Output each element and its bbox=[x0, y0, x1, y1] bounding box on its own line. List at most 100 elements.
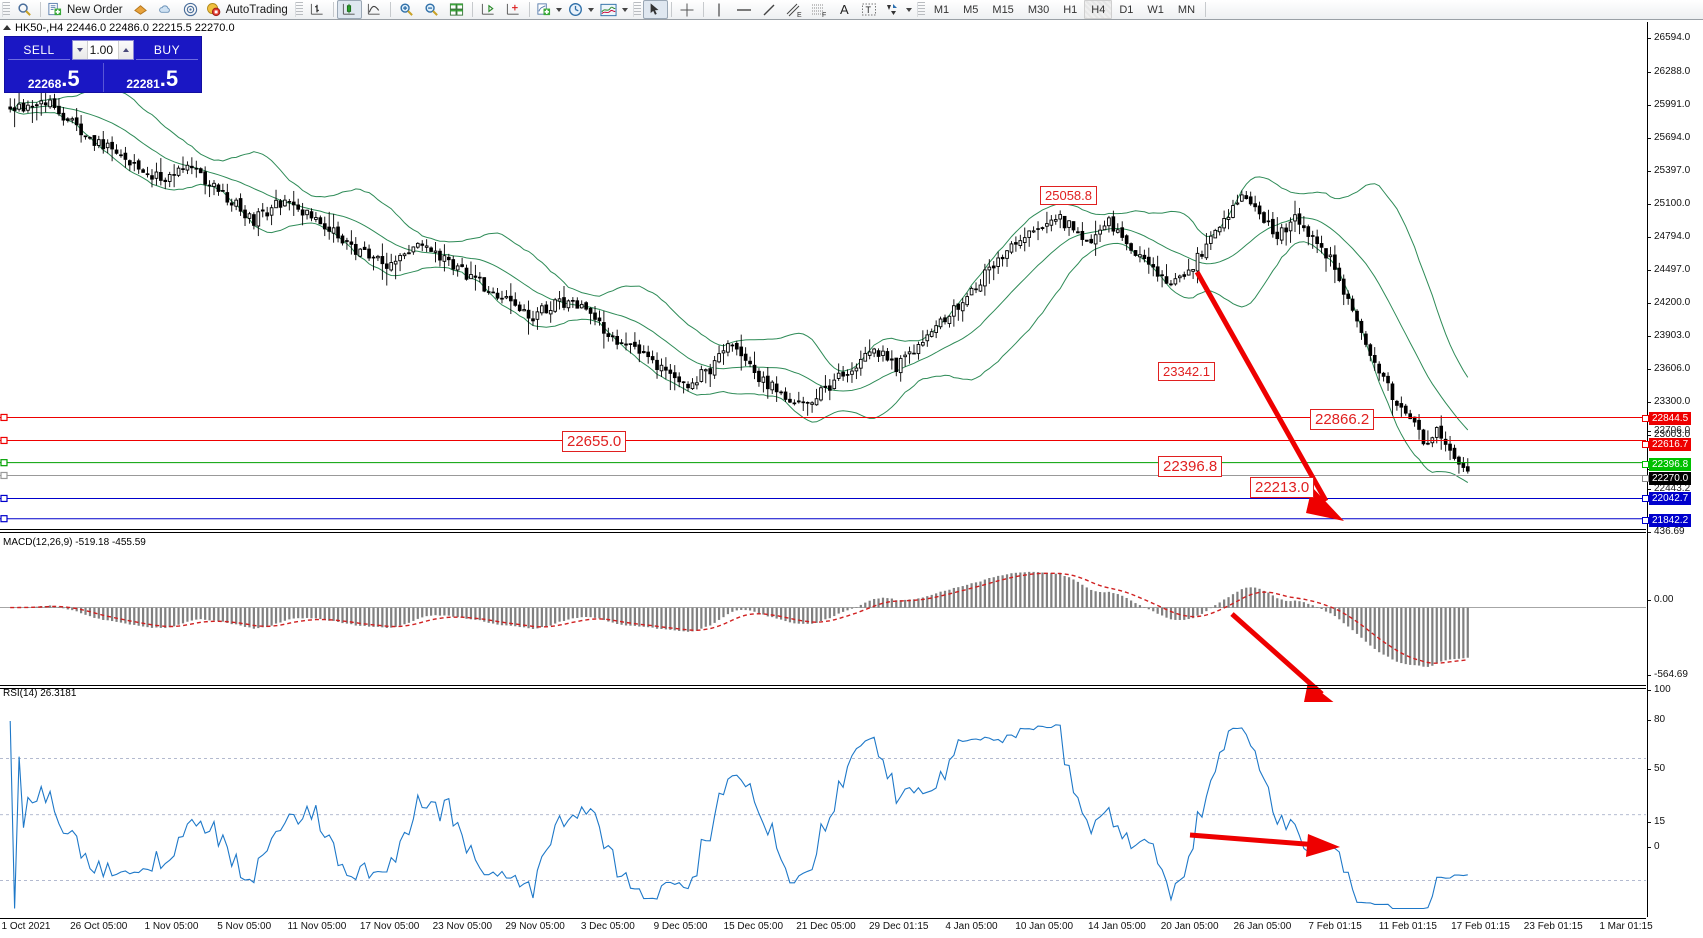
price-level-label[interactable]: 22844.5 bbox=[1649, 412, 1692, 425]
buy-price[interactable]: 22281.5 bbox=[104, 63, 202, 92]
zoom-out-icon-button[interactable] bbox=[419, 0, 444, 19]
rsi-tick: 80 bbox=[1648, 714, 1665, 725]
bar-chart-icon-button[interactable] bbox=[305, 0, 330, 19]
crosshair-tool-button[interactable] bbox=[675, 0, 700, 19]
price-tick: 26288.0 bbox=[1648, 66, 1690, 77]
chart-area[interactable]: MACD(12,26,9) -519.18 -455.59 RSI(14) 26… bbox=[0, 22, 1703, 917]
price-level-label[interactable]: 22616.7 bbox=[1649, 438, 1692, 451]
time-tick: 21 Dec 05:00 bbox=[796, 921, 856, 932]
timeframe-m5-button[interactable]: M5 bbox=[963, 3, 979, 16]
price-tick: 24200.0 bbox=[1648, 297, 1690, 308]
rsi-indicator-label: RSI(14) 26.3181 bbox=[3, 688, 77, 699]
time-tick: 1 Oct 2021 bbox=[1, 921, 51, 932]
time-tick: 26 Jan 05:00 bbox=[1233, 921, 1292, 932]
timeframe-m15-button[interactable]: M15 bbox=[992, 3, 1014, 16]
toolbar-grip[interactable] bbox=[2, 2, 10, 17]
svg-text:E: E bbox=[797, 12, 802, 18]
arrows-tool-button[interactable] bbox=[882, 0, 915, 19]
templates-button[interactable] bbox=[597, 0, 631, 19]
strategy-tester-icon-button[interactable] bbox=[128, 0, 153, 19]
price-annotation[interactable]: 22396.8 bbox=[1158, 456, 1223, 477]
horizontal-line-tool-button[interactable] bbox=[732, 0, 757, 19]
equidistant-channel-tool-button[interactable]: E bbox=[782, 0, 807, 19]
timeframe-m1-button[interactable]: M1 bbox=[933, 3, 950, 16]
time-scale[interactable]: 1 Oct 2021 26 Oct 05:00 1 Nov 05:00 5 Nov 0… bbox=[0, 918, 1653, 938]
timeframe-h1-button[interactable]: H1 bbox=[1063, 3, 1078, 16]
price-level-label[interactable]: 22396.8 bbox=[1649, 458, 1692, 471]
volume-input[interactable]: 1.00 bbox=[72, 40, 134, 60]
toolbar-grip-4[interactable] bbox=[916, 2, 925, 17]
toolbar-grip-2[interactable] bbox=[294, 2, 303, 17]
rsi-pane[interactable] bbox=[0, 706, 1646, 916]
line-chart-icon-button[interactable] bbox=[362, 0, 387, 19]
toolbar-grip-3[interactable] bbox=[632, 2, 641, 17]
price-level-label[interactable]: 22270.0 bbox=[1649, 472, 1692, 485]
text-tool-button[interactable]: A bbox=[840, 2, 849, 17]
time-tick: 23 Nov 05:00 bbox=[432, 921, 493, 932]
time-tick: 1 Mar 01:15 bbox=[1599, 921, 1653, 932]
new-order-label: New Order bbox=[67, 3, 123, 16]
price-level-label[interactable]: 21842.2 bbox=[1649, 514, 1692, 527]
auto-trading-button[interactable]: AutoTrading bbox=[203, 0, 293, 19]
svg-text:T: T bbox=[866, 5, 872, 15]
toolbar-separator-5 bbox=[528, 2, 530, 17]
fibonacci-tool-button[interactable]: F bbox=[807, 0, 832, 19]
one-click-trading-panel[interactable]: SELL 1.00 BUY 22268.5 22281.5 bbox=[4, 36, 202, 93]
new-order-button[interactable]: New Order bbox=[44, 0, 128, 19]
chevron-down-icon-3[interactable] bbox=[621, 7, 628, 12]
time-tick: 17 Feb 01:15 bbox=[1451, 921, 1510, 932]
volume-decrement-button[interactable] bbox=[73, 41, 88, 59]
cloud-icon-button[interactable] bbox=[153, 0, 178, 19]
price-annotation[interactable]: 22655.0 bbox=[562, 431, 627, 452]
price-level-handle[interactable] bbox=[1642, 475, 1649, 482]
chevron-down-icon[interactable] bbox=[555, 7, 562, 12]
price-level-handle[interactable] bbox=[1642, 415, 1649, 422]
search-icon-button[interactable] bbox=[12, 0, 37, 19]
zoom-in-icon-button[interactable] bbox=[394, 0, 419, 19]
chevron-down-icon-2[interactable] bbox=[587, 7, 594, 12]
timeframe-w1-button[interactable]: W1 bbox=[1147, 3, 1164, 16]
buy-button[interactable]: BUY bbox=[136, 40, 198, 60]
candlestick-chart-icon-button[interactable] bbox=[336, 0, 362, 19]
price-pane[interactable] bbox=[0, 22, 1646, 528]
price-annotation[interactable]: 22866.2 bbox=[1310, 409, 1375, 430]
pane-divider-1 bbox=[0, 529, 1646, 530]
tile-windows-icon-button[interactable] bbox=[444, 0, 469, 19]
text-label-tool-button[interactable]: T bbox=[857, 0, 882, 19]
price-level-handle[interactable] bbox=[1642, 461, 1649, 468]
sell-button[interactable]: SELL bbox=[8, 40, 70, 60]
timeframe-d1-button[interactable]: D1 bbox=[1119, 3, 1134, 16]
price-level-handle[interactable] bbox=[1642, 517, 1649, 524]
toolbar-separator-8 bbox=[1205, 2, 1207, 17]
auto-scroll-icon-button[interactable] bbox=[501, 0, 526, 19]
period-clock-button[interactable] bbox=[565, 0, 597, 19]
volume-increment-button[interactable] bbox=[118, 41, 133, 59]
trade-panel-prices: 22268.5 22281.5 bbox=[5, 63, 201, 92]
price-annotation[interactable]: 22213.0 bbox=[1250, 477, 1315, 498]
chart-shift-icon-button[interactable] bbox=[476, 0, 501, 19]
buy-price-fraction: .5 bbox=[159, 66, 179, 92]
add-indicator-button[interactable] bbox=[533, 0, 565, 19]
price-level-label[interactable]: 22042.7 bbox=[1649, 492, 1692, 505]
volume-value[interactable]: 1.00 bbox=[89, 43, 113, 57]
sell-price[interactable]: 22268.5 bbox=[5, 63, 103, 92]
signals-icon-button[interactable] bbox=[178, 0, 203, 19]
trendline-tool-button[interactable] bbox=[757, 0, 782, 19]
vertical-line-tool-button[interactable] bbox=[707, 0, 732, 19]
price-annotation[interactable]: 23342.1 bbox=[1158, 362, 1215, 381]
price-level-handle[interactable] bbox=[1642, 495, 1649, 502]
price-scale[interactable]: 26594.0 26288.0 25991.0 25694.0 25397.0 25100… bbox=[1642, 22, 1703, 917]
timeframe-m30-button[interactable]: M30 bbox=[1027, 3, 1050, 16]
price-tick: 25694.0 bbox=[1648, 132, 1690, 143]
time-tick: 11 Feb 01:15 bbox=[1378, 921, 1437, 932]
price-chart-svg bbox=[0, 87, 1646, 523]
chevron-down-icon-4[interactable] bbox=[905, 7, 912, 12]
time-tick: 15 Dec 05:00 bbox=[723, 921, 784, 932]
timeframe-mn-button[interactable]: MN bbox=[1177, 3, 1196, 16]
time-tick: 26 Oct 05:00 bbox=[70, 921, 128, 932]
price-level-handle[interactable] bbox=[1642, 441, 1649, 448]
timeframe-h4-button[interactable]: H4 bbox=[1084, 0, 1113, 19]
macd-pane[interactable] bbox=[0, 532, 1646, 702]
cursor-tool-button[interactable] bbox=[642, 0, 668, 19]
price-annotation[interactable]: 25058.8 bbox=[1040, 186, 1097, 205]
